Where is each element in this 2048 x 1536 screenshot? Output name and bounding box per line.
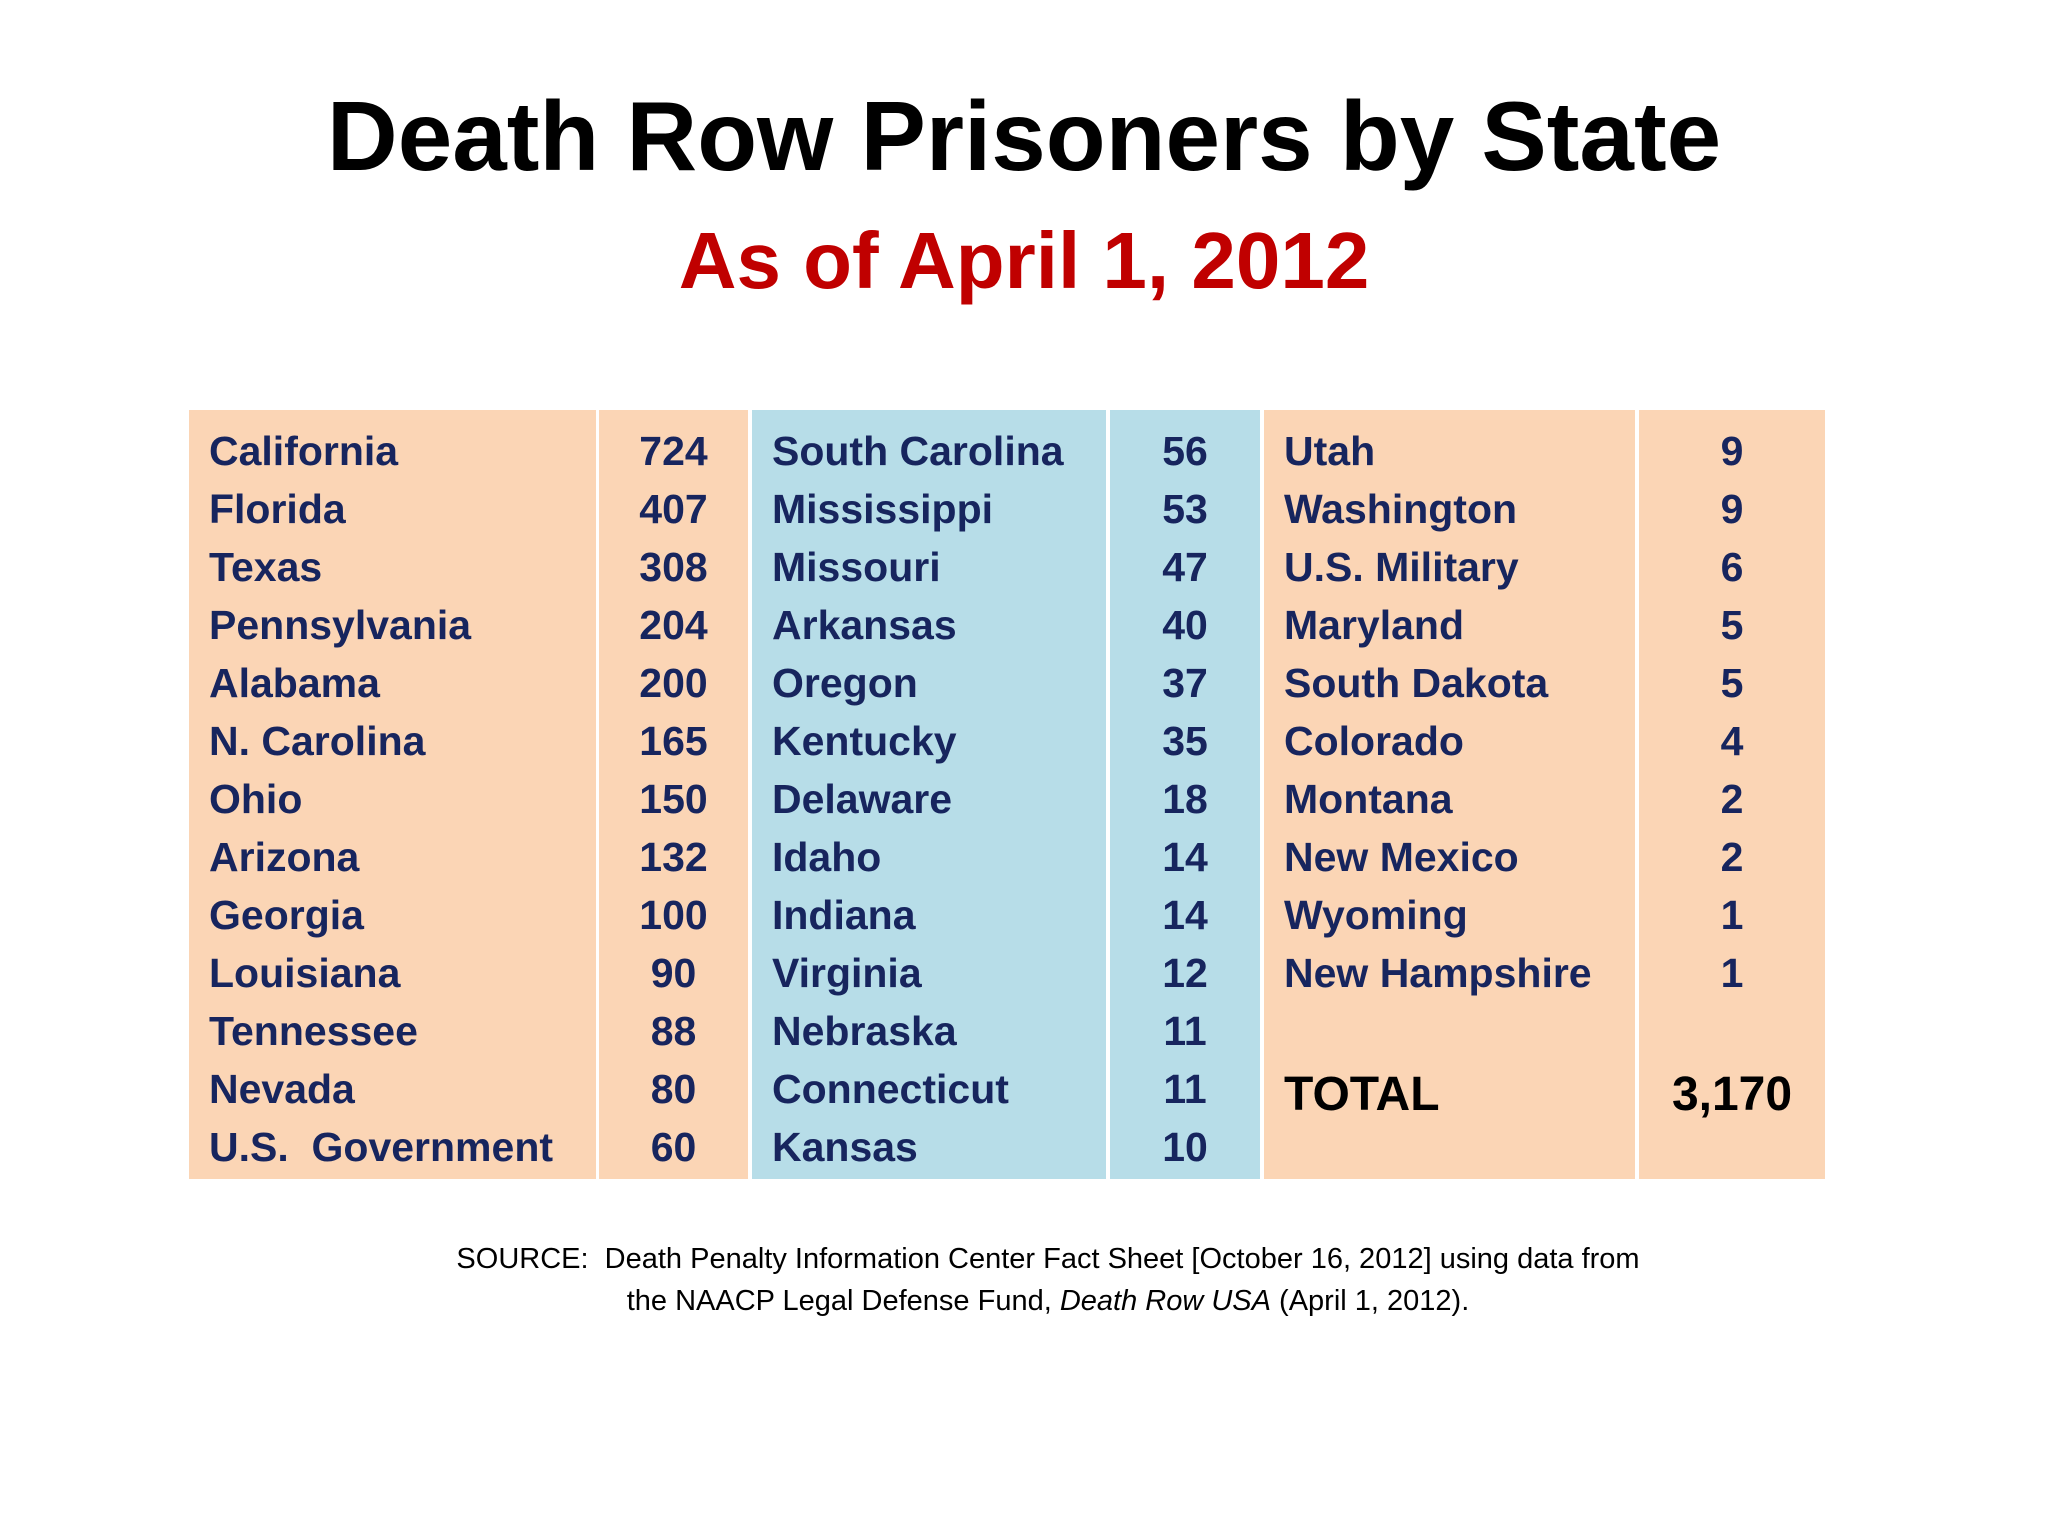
count: 47 [1162,544,1208,590]
count: 80 [650,1066,697,1112]
state-name: N. Carolina [209,718,426,764]
count: 40 [1162,602,1208,648]
count: 407 [639,486,708,532]
count: 204 [639,602,708,648]
state-name: U.S. Military [1284,544,1519,590]
state-name: Pennsylvania [209,602,472,648]
count: 10 [1162,1124,1208,1170]
state-name: South Dakota [1284,660,1549,706]
count: 90 [650,950,697,996]
count: 5 [1720,660,1744,706]
state-name: Texas [209,544,323,590]
count: 18 [1162,776,1208,822]
state-name: Kansas [772,1124,918,1170]
state-name: Louisiana [209,950,401,996]
state-name: Colorado [1284,718,1464,764]
count: 2 [1720,834,1744,880]
count: 37 [1162,660,1208,706]
source-line: the NAACP Legal Defense Fund, Death Row … [0,1285,2048,1318]
state-name: New Hampshire [1284,950,1592,996]
state-name: Indiana [772,892,916,938]
state-name: South Carolina [772,428,1064,474]
state-name: Arizona [209,834,360,880]
count: 4 [1720,718,1744,764]
count: 6 [1720,544,1744,590]
count: 12 [1162,950,1208,996]
subtitle: As of April 1, 2012 [678,216,1370,305]
count: 9 [1720,486,1744,532]
count: 53 [1162,486,1208,532]
state-name: California [209,428,399,474]
total-label: TOTAL [1284,1068,1440,1121]
state-name: Mississippi [772,486,994,532]
state-name: Georgia [209,892,364,938]
state-name: Wyoming [1284,892,1468,938]
state-name: Idaho [772,834,882,880]
state-name: Delaware [772,776,953,822]
count: 1 [1720,892,1744,938]
count: 132 [639,834,708,880]
column-bg [1639,410,1825,1179]
title: Death Row Prisoners by State [326,81,1722,191]
count: 88 [650,1008,697,1054]
state-name: Connecticut [772,1066,1009,1112]
state-name: U.S. Government [209,1124,554,1170]
state-name: Alabama [209,660,380,706]
source-text: (April 1, 2012). [1271,1285,1470,1317]
state-name: Nebraska [772,1008,957,1054]
count: 11 [1163,1008,1207,1054]
state-name: Utah [1284,428,1376,474]
source-text: the NAACP Legal Defense Fund, [626,1285,1060,1317]
count: 724 [639,428,708,474]
count: 200 [639,660,708,706]
column-bg [189,410,596,1179]
state-name: Virginia [772,950,922,996]
total-value: 3,170 [1671,1068,1793,1121]
count: 9 [1720,428,1744,474]
column-bg [599,410,748,1179]
count: 35 [1162,718,1208,764]
state-name: Montana [1284,776,1453,822]
state-name: New Mexico [1284,834,1519,880]
count: 11 [1163,1066,1207,1112]
state-name: Kentucky [772,718,957,764]
column-bg [1264,410,1635,1179]
state-name: Arkansas [772,602,957,648]
count: 165 [639,718,708,764]
state-name: Florida [209,486,346,532]
count: 14 [1162,892,1208,938]
column-bg [1110,410,1260,1179]
count: 56 [1162,428,1208,474]
column-bg [752,410,1106,1179]
count: 1 [1720,950,1744,996]
state-name: Maryland [1284,602,1464,648]
count: 2 [1720,776,1744,822]
state-name: Ohio [209,776,303,822]
source-line: SOURCE: Death Penalty Information Center… [456,1243,1640,1275]
state-name: Nevada [209,1066,355,1112]
count: 308 [639,544,708,590]
count: 5 [1720,602,1744,648]
count: 60 [650,1124,697,1170]
state-name: Oregon [772,660,918,706]
count: 14 [1162,834,1208,880]
count: 100 [639,892,708,938]
source-title: Death Row USA [1059,1285,1271,1317]
count: 150 [639,776,708,822]
state-name: Washington [1284,486,1518,532]
state-name: Missouri [772,544,941,590]
state-name: Tennessee [209,1008,418,1054]
